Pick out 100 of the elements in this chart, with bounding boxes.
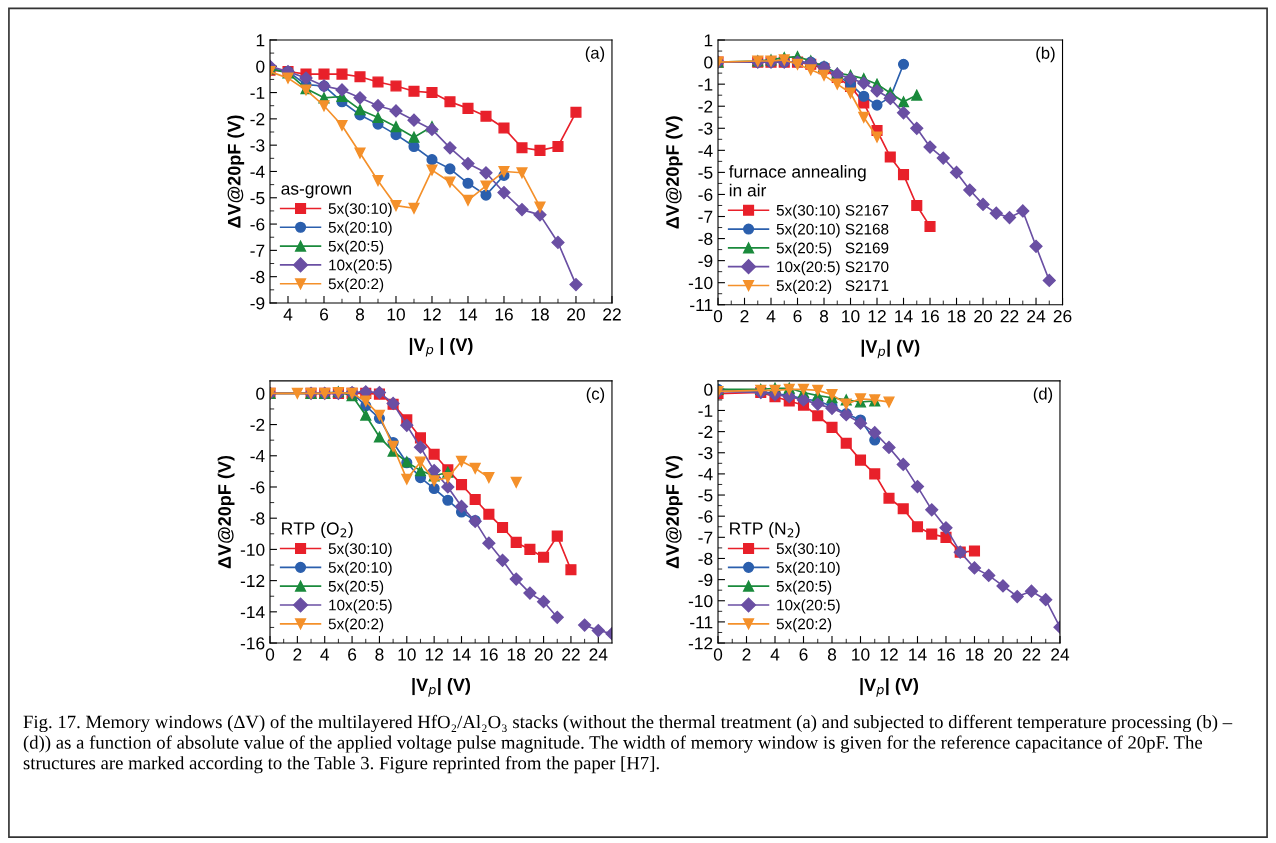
x-tick-label: 6: [799, 648, 808, 661]
x-tick-label: 12: [423, 308, 441, 321]
y-tick-label: -12: [688, 637, 713, 650]
x-tick-label: 6: [348, 648, 357, 661]
x-tick-label: 2: [742, 648, 751, 661]
y-tick-label: -8: [250, 270, 265, 284]
y-tick-label: -1: [698, 404, 713, 417]
x-tick-label: 24: [1051, 648, 1070, 661]
x-tick-label: 18: [507, 648, 526, 661]
x-tick-label: 22: [562, 648, 580, 661]
x-tick-label: 16: [495, 308, 513, 321]
y-tick-label: -6: [698, 188, 713, 201]
x-tick-label: 2: [740, 310, 749, 323]
legend-label: 5x(20:5): [328, 580, 384, 595]
x-tick-label: 14: [453, 648, 471, 661]
caption: Fig. 17. Memory windows (ΔV) of the multilayered HfO₂/Al₂O₃ stacks (without the thermal treatment (a) and subjected to different temperature processing (b) – (d)) as a function of absolute value of the applied voltage pulse magnitude. The width of memory window is given for the reference capacitance of 20pF. The structures are marked according to the Table 3. Figure reprinted from the paper [H7].: [23, 714, 1233, 774]
legend-title: RTP (O$_{2}$): [282, 521, 353, 539]
x-tick-label: 10: [398, 648, 416, 661]
legend-label: 10x(20:5): [329, 259, 392, 274]
x-tick-label: 18: [966, 648, 984, 661]
x-tick-label: 20: [994, 648, 1012, 661]
y-tick-label: -7: [698, 531, 713, 544]
legend-label: 5x(20:2): [776, 618, 832, 633]
y-tick-label: -9: [698, 573, 713, 587]
annotation: (d): [1033, 387, 1053, 403]
y-tick-label: -12: [240, 574, 265, 587]
x-tick-label: 22: [1000, 310, 1019, 323]
y-tick-label: -11: [690, 616, 713, 629]
y-tick-label: -6: [250, 218, 265, 231]
x-tick-label: 10: [842, 310, 860, 323]
x-tick-label: 16: [937, 648, 955, 661]
y-tick-label: 0: [256, 60, 265, 73]
x-tick-label: 0: [265, 648, 275, 661]
y-tick-label: -2: [250, 113, 265, 126]
y-axis-title: ΔV@20pF (V): [227, 115, 245, 228]
x-tick-label: 4: [283, 308, 293, 321]
annotation: (a): [585, 46, 605, 63]
y-tick-label: -5: [250, 192, 265, 205]
y-tick-label: -3: [250, 139, 265, 152]
y-tick-label: -10: [240, 543, 265, 556]
x-axis-title: |V$_{p}$ | (V): [409, 337, 473, 357]
x-tick-label: 26: [1053, 310, 1072, 323]
y-tick-label: -3: [698, 122, 713, 135]
x-tick-label: 24: [1027, 310, 1046, 323]
x-tick-label: 8: [819, 310, 829, 323]
y-tick-label: -2: [250, 418, 265, 431]
legend-label: 5x(30:10) S2167: [776, 204, 889, 219]
y-tick-label: -4: [250, 165, 265, 178]
legend-label: 5x(20:10) S2168: [776, 223, 889, 238]
y-tick-label: -8: [698, 232, 713, 246]
x-tick-label: 22: [603, 308, 621, 321]
y-tick-label: -2: [698, 425, 713, 438]
y-tick-label: -3: [698, 446, 713, 460]
x-tick-label: 10: [852, 648, 870, 661]
x-tick-label: 6: [320, 308, 329, 321]
y-tick-label: -9: [698, 254, 713, 268]
y-tick-label: 1: [256, 34, 265, 47]
legend-label: 5x(20:2): [328, 618, 384, 633]
x-tick-label: 8: [827, 648, 837, 661]
x-tick-label: 24: [589, 648, 608, 661]
x-tick-label: 8: [375, 648, 384, 661]
legend-label: 5x(20:2): [328, 278, 384, 293]
y-tick-label: -7: [698, 210, 713, 223]
y-tick-label: -6: [250, 481, 265, 494]
y-tick-label: 0: [704, 56, 713, 69]
y-tick-label: -10: [688, 276, 713, 290]
y-tick-label: 1: [704, 34, 713, 47]
y-tick-label: -10: [688, 594, 713, 608]
x-tick-label: 4: [770, 648, 780, 661]
legend-label: 5x(20:2) S2171: [776, 279, 889, 295]
legend-label: 5x(20:10): [328, 561, 392, 576]
x-tick-label: 12: [425, 648, 443, 661]
y-tick-label: -6: [698, 510, 713, 523]
y-tick-label: -7: [250, 244, 265, 257]
x-tick-label: 16: [480, 648, 498, 661]
x-tick-label: 18: [531, 308, 549, 321]
y-tick-label: -5: [698, 489, 713, 502]
x-tick-label: 4: [320, 648, 330, 661]
annotation: (b): [1036, 46, 1055, 63]
x-tick-label: 8: [355, 308, 365, 321]
legend-label: 5x(30:10): [328, 542, 392, 558]
y-tick-label: -4: [250, 450, 265, 463]
x-axis-title: |V$_{p}$| (V): [861, 339, 920, 359]
x-tick-label: 0: [713, 648, 723, 661]
x-tick-label: 10: [387, 308, 405, 321]
legend-label: 5x(20:10): [328, 221, 392, 236]
x-tick-label: 22: [1022, 648, 1041, 661]
legend-label: 10x(20:5) S2170: [777, 260, 889, 276]
legend-label: 10x(20:5): [329, 599, 392, 614]
annotation: (c): [586, 387, 605, 403]
legend-label: 5x(30:10): [776, 542, 840, 558]
legend-label: 5x(20:5): [328, 240, 384, 255]
x-tick-label: 14: [909, 648, 927, 661]
y-tick-label: -8: [250, 512, 265, 525]
x-axis-title: |V$_{p}$| (V): [412, 677, 471, 697]
legend-title: furnace annealing in air: [728, 165, 866, 197]
legend-label: 5x(20:5) S2169: [776, 242, 889, 257]
x-tick-label: 12: [868, 310, 886, 323]
y-tick-label: -4: [698, 144, 713, 157]
x-tick-label: 4: [766, 310, 776, 323]
